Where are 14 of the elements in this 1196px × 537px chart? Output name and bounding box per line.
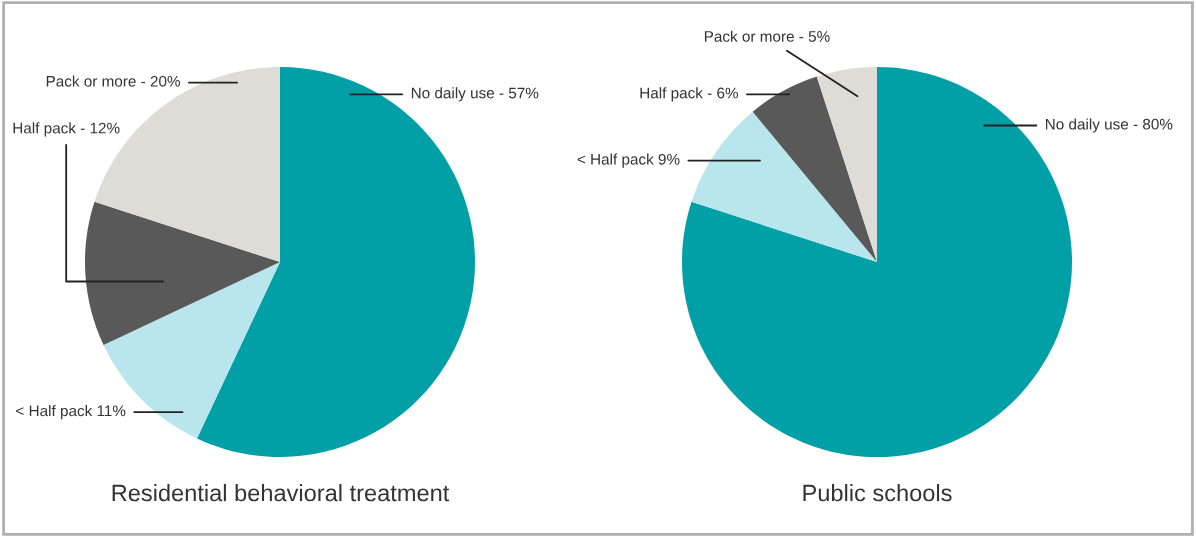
pie-slice <box>691 111 877 262</box>
slice-label: Half pack - 12% <box>13 122 120 137</box>
text: Public schools <box>803 483 952 502</box>
pie-slice <box>85 201 280 346</box>
slice-label: < Half pack 9% <box>577 153 680 168</box>
text: Residential behavioral treatment <box>112 483 450 502</box>
pie-slice <box>752 76 877 262</box>
slice-label: < Half pack 11% <box>16 405 126 420</box>
slice-label: Half pack - 6% <box>640 87 739 102</box>
pie-slice <box>816 67 877 262</box>
slice-label: No daily use - 57% <box>411 87 539 102</box>
slice-label: No daily use - 80% <box>1045 118 1173 133</box>
slice-label: Pack or more - 20% <box>46 75 181 87</box>
slice-label: Pack or more - 5% <box>704 30 830 42</box>
